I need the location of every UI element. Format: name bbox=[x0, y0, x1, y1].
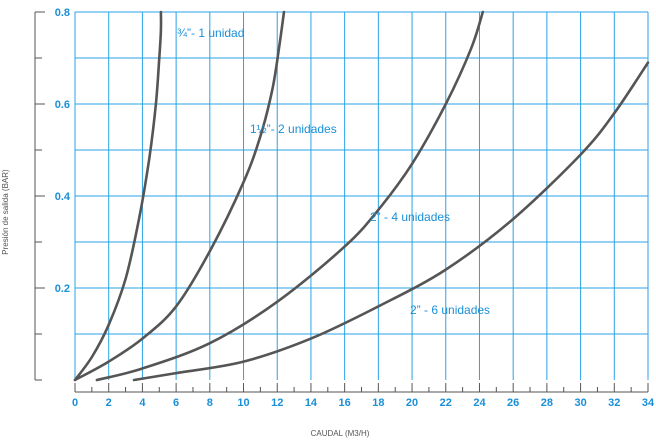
series-line-3 bbox=[95, 10, 485, 382]
y-tick-label: 0.8 bbox=[55, 7, 70, 19]
x-tick-label: 6 bbox=[173, 397, 179, 409]
axes: 0.20.40.60.80 2 4 6 8 10 12 14 16 18 20 22 24 26 28 30 3… bbox=[34, 7, 655, 409]
x-tick-label: 26 bbox=[507, 397, 519, 409]
series-label-2: 1½”- 2 unidades bbox=[250, 122, 337, 136]
x-tick-label: 34 bbox=[642, 397, 655, 409]
x-tick-label: 12 bbox=[271, 397, 283, 409]
series-line-1 bbox=[73, 10, 163, 382]
x-tick-label: 30 bbox=[574, 397, 586, 409]
series-lines bbox=[73, 10, 650, 382]
y-tick-label: 0.4 bbox=[55, 191, 71, 203]
x-tick-label: 32 bbox=[608, 397, 620, 409]
series-label-3: 2” - 4 unidades bbox=[370, 210, 450, 224]
x-tick-label: 22 bbox=[440, 397, 452, 409]
x-tick-label: 0 bbox=[72, 397, 78, 409]
series-label-4: 2” - 6 unidades bbox=[410, 303, 490, 317]
y-tick-label: 0.2 bbox=[55, 283, 70, 295]
x-tick-label: 14 bbox=[305, 397, 318, 409]
x-tick-label: 20 bbox=[406, 397, 418, 409]
y-axis-title: Presión de salida (BAR) bbox=[1, 169, 10, 255]
x-tick-label: 8 bbox=[207, 397, 213, 409]
y-tick-label: 0.6 bbox=[55, 99, 70, 111]
x-tick-label: 4 bbox=[139, 397, 146, 409]
x-tick-label: 24 bbox=[473, 397, 486, 409]
series-label-1: ¾”- 1 unidad bbox=[177, 26, 244, 40]
series-labels: ¾”- 1 unidad 1½”- 2 unidades 2” - 4 unid… bbox=[177, 26, 490, 317]
series-line-2 bbox=[73, 10, 286, 382]
x-axis-title: CAUDAL (M3/H) bbox=[311, 429, 370, 438]
x-tick-label: 18 bbox=[372, 397, 384, 409]
grid bbox=[74, 11, 649, 380]
x-tick-label: 2 bbox=[106, 397, 112, 409]
x-tick-label: 16 bbox=[339, 397, 351, 409]
x-tick-label: 10 bbox=[237, 397, 249, 409]
x-tick-label: 28 bbox=[541, 397, 553, 409]
series-line-4 bbox=[132, 61, 650, 382]
